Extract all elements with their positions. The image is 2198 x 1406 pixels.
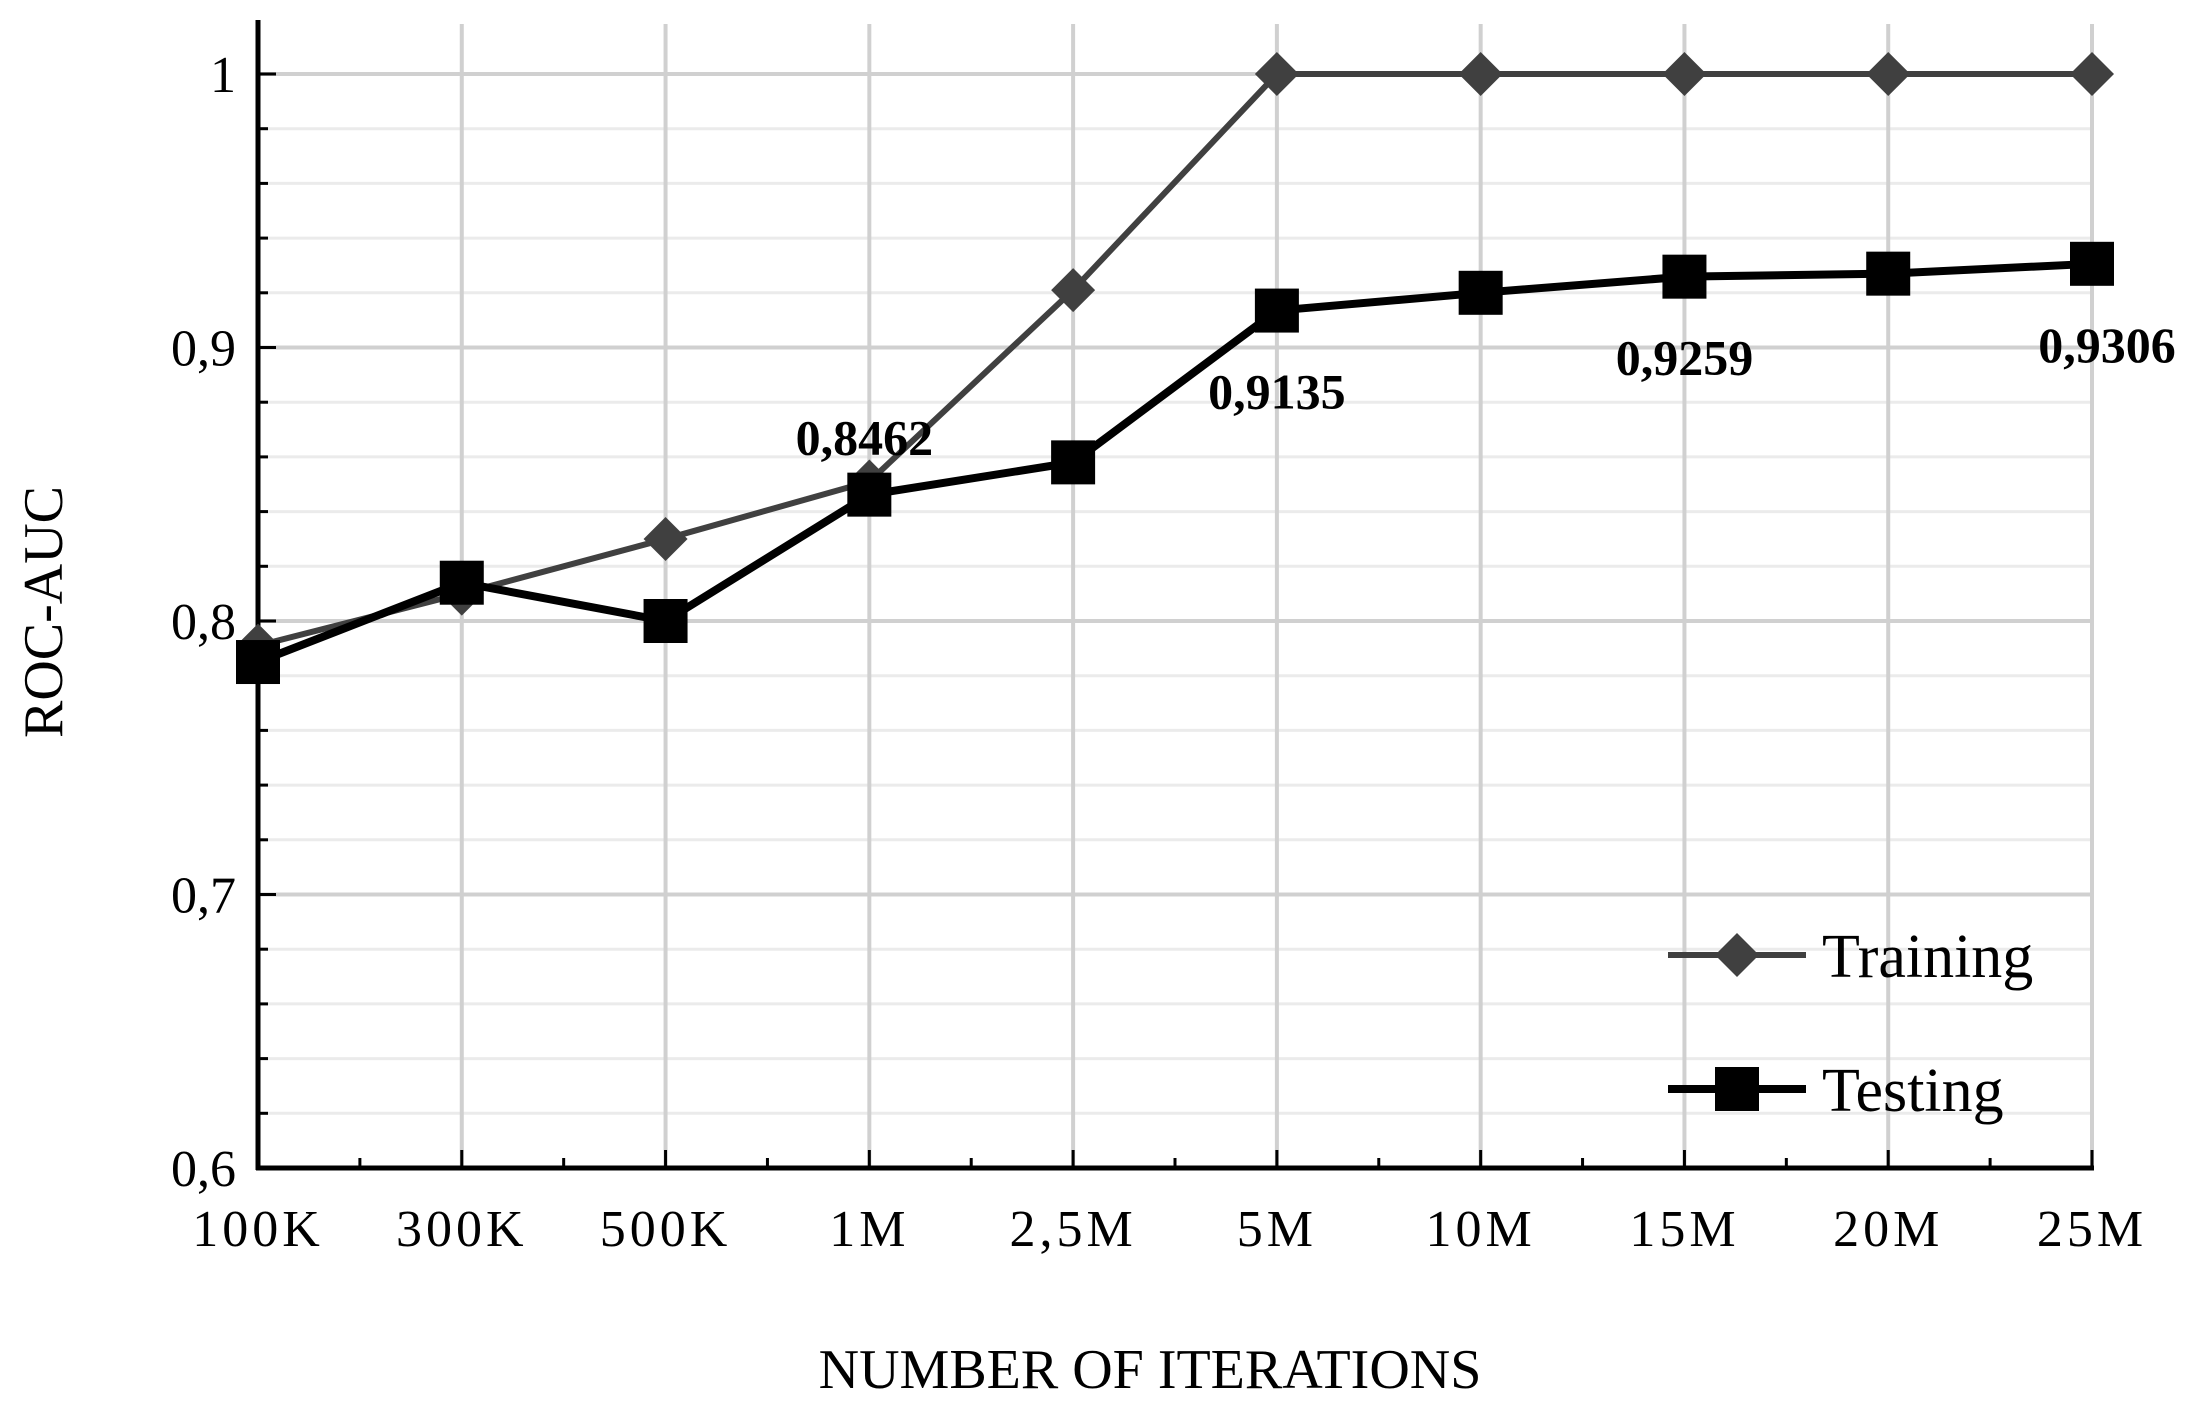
point-training — [2070, 52, 2114, 96]
y-tick-label: 0,8 — [171, 594, 236, 651]
point-testing — [1866, 251, 1911, 296]
data-label: 0,9306 — [2038, 317, 2176, 373]
x-tick-label: 5M — [1237, 1201, 1317, 1258]
data-labels: 0,8462 0,9135 0,9259 0,9306 — [796, 317, 2176, 466]
x-tick-label: 25M — [2037, 1201, 2147, 1258]
tick-labels: 0,6 0,7 0,8 0,9 1 100K 300K 500K 1M 2,5M 5M 10M 15M 2… — [171, 47, 2147, 1258]
point-testing — [1458, 270, 1503, 315]
legend-marker-testing — [1715, 1067, 1759, 1111]
x-tick-label: 20M — [1833, 1201, 1943, 1258]
point-testing — [439, 560, 484, 605]
x-axis-title: NUMBER OF ITERATIONS — [819, 1339, 1482, 1401]
y-tick-label: 1 — [210, 47, 236, 104]
series-line-testing — [256, 259, 2093, 666]
series-training — [236, 52, 2114, 668]
y-tick-label: 0,6 — [171, 1141, 236, 1198]
series-line-training — [257, 71, 2092, 649]
series-lines — [236, 52, 2114, 685]
legend: Training Testing — [1668, 923, 2033, 1125]
x-tick-label: 10M — [1426, 1201, 1536, 1258]
point-training — [1051, 268, 1096, 313]
y-tick-label: 0,9 — [171, 321, 236, 378]
x-tick-label: 300K — [396, 1201, 528, 1258]
series-testing — [236, 241, 2114, 685]
point-testing — [2070, 241, 2114, 286]
y-tick-label: 0,7 — [171, 868, 236, 925]
point-training — [1458, 52, 1503, 96]
legend-label-testing: Testing — [1822, 1057, 2004, 1125]
legend-label-training: Training — [1822, 923, 2033, 991]
point-training — [1662, 52, 1707, 96]
x-tick-label: 15M — [1629, 1201, 1739, 1258]
data-label: 0,9259 — [1616, 330, 1754, 386]
point-training — [643, 516, 688, 561]
x-tick-label: 500K — [600, 1201, 732, 1258]
data-label: 0,8462 — [796, 410, 934, 466]
point-testing — [643, 599, 688, 643]
point-testing — [236, 640, 280, 685]
x-tick-label: 100K — [192, 1201, 324, 1258]
legend-item-testing: Testing — [1668, 1057, 2004, 1125]
legend-marker-training — [1715, 933, 1759, 977]
point-testing — [1662, 254, 1707, 299]
legend-item-training: Training — [1668, 923, 2033, 991]
point-testing — [847, 472, 892, 517]
point-training — [1254, 52, 1299, 96]
x-tick-label: 2,5M — [1009, 1201, 1136, 1258]
point-testing — [1051, 440, 1096, 485]
y-axis-title: ROC-AUC — [13, 486, 75, 738]
point-training — [1866, 52, 1911, 96]
axes — [255, 20, 2094, 1171]
data-label: 0,9135 — [1208, 364, 1346, 420]
x-tick-label: 1M — [829, 1201, 909, 1258]
point-testing — [1254, 288, 1299, 333]
